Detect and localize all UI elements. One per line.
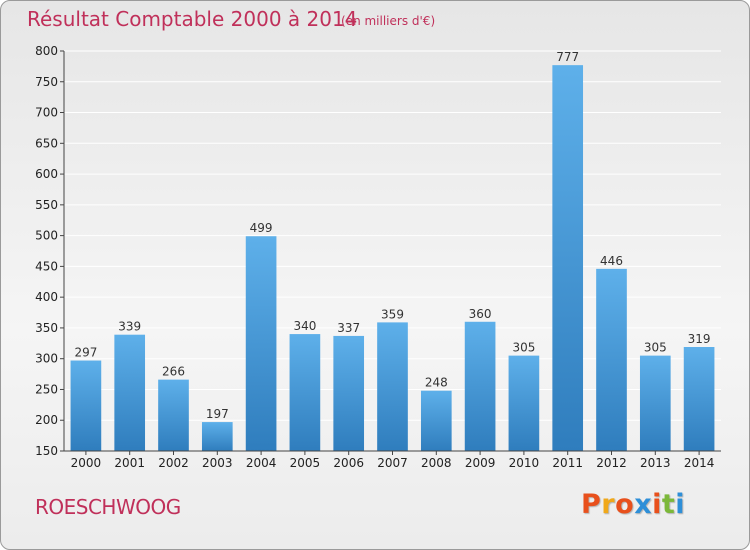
value-label-2014: 319 xyxy=(688,332,711,346)
bar-2002 xyxy=(158,379,189,451)
x-tick-label-2002: 2002 xyxy=(158,456,189,470)
x-tick-label-2006: 2006 xyxy=(333,456,364,470)
bar-2007 xyxy=(377,322,408,451)
y-tick-label: 350 xyxy=(35,321,58,335)
bar-2006 xyxy=(333,335,365,451)
y-tick-label: 750 xyxy=(35,75,58,89)
x-tick-label-2004: 2004 xyxy=(246,456,277,470)
value-label-2002: 266 xyxy=(162,365,185,379)
y-tick-label: 150 xyxy=(35,444,58,458)
location-name: ROESCHWOOG xyxy=(35,495,181,519)
value-label-2008: 248 xyxy=(425,376,448,390)
bar-2008 xyxy=(420,390,452,451)
value-label-2003: 197 xyxy=(206,407,229,421)
value-label-2011: 777 xyxy=(556,50,579,64)
y-tick-label: 700 xyxy=(35,106,58,120)
y-tick-label: 500 xyxy=(35,229,58,243)
y-tick-label: 800 xyxy=(35,44,58,58)
bar-2005 xyxy=(289,334,321,451)
x-tick-label-2001: 2001 xyxy=(114,456,145,470)
y-tick-label: 600 xyxy=(35,167,58,181)
y-tick-label: 200 xyxy=(35,413,58,427)
value-label-2010: 305 xyxy=(512,341,535,355)
value-label-2000: 297 xyxy=(74,346,97,360)
x-tick-label-2013: 2013 xyxy=(640,456,671,470)
value-label-2013: 305 xyxy=(644,341,667,355)
bar-2004 xyxy=(245,236,277,451)
x-tick-label-2014: 2014 xyxy=(684,456,715,470)
proxiti-logo: Proxiti xyxy=(581,489,686,520)
bar-2001 xyxy=(114,334,146,451)
chart-unit: (en milliers d'€) xyxy=(341,14,436,28)
y-tick-label: 250 xyxy=(35,382,58,396)
x-tick-label-2009: 2009 xyxy=(465,456,496,470)
bar-2009 xyxy=(464,321,496,451)
x-tick-label-2005: 2005 xyxy=(290,456,321,470)
bar-2011 xyxy=(552,65,584,452)
value-label-2005: 340 xyxy=(293,319,316,333)
value-label-2004: 499 xyxy=(250,221,273,235)
bar-2010 xyxy=(508,355,540,451)
value-label-2012: 446 xyxy=(600,254,623,268)
x-tick-label-2007: 2007 xyxy=(377,456,408,470)
y-tick-label: 650 xyxy=(35,136,58,150)
value-label-2009: 360 xyxy=(469,307,492,321)
x-tick-label-2003: 2003 xyxy=(202,456,233,470)
value-label-2007: 359 xyxy=(381,307,404,321)
value-label-2001: 339 xyxy=(118,320,141,334)
y-tick-label: 300 xyxy=(35,352,58,366)
x-tick-label-2012: 2012 xyxy=(596,456,627,470)
chart-title: Résultat Comptable 2000 à 2014 xyxy=(27,7,358,31)
y-tick-label: 450 xyxy=(35,259,58,273)
bar-2003 xyxy=(201,422,233,451)
x-tick-label-2010: 2010 xyxy=(509,456,540,470)
bar-2013 xyxy=(639,355,671,451)
x-tick-label-2008: 2008 xyxy=(421,456,452,470)
x-tick-label-2000: 2000 xyxy=(71,456,102,470)
value-label-2006: 337 xyxy=(337,321,360,335)
bar-2000 xyxy=(70,360,102,451)
y-tick-label: 550 xyxy=(35,198,58,212)
bar-2012 xyxy=(596,268,627,451)
x-tick-label-2011: 2011 xyxy=(552,456,583,470)
y-tick-label: 400 xyxy=(35,290,58,304)
bar-2014 xyxy=(683,347,715,451)
